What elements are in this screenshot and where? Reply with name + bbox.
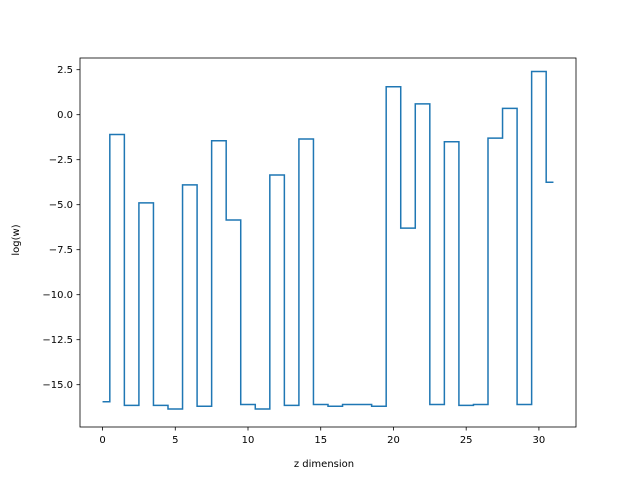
y-tick-label: 2.5 (57, 65, 73, 76)
plot-frame (79, 57, 577, 428)
x-tick-label: 30 (533, 435, 546, 446)
x-tick-label: 5 (172, 435, 178, 446)
y-tick-label: −7.5 (49, 245, 73, 256)
plot-area (79, 57, 577, 428)
x-axis: 0 5 10 15 20 25 30 (99, 427, 545, 446)
y-axis: 2.5 0.0 −2.5 −5.0 −7.5 −10.0 −12.5 −15.0 (42, 65, 80, 391)
y-tick-label: −15.0 (42, 380, 73, 391)
y-tick-label: −10.0 (42, 290, 73, 301)
series-line-0 (102, 70, 554, 410)
y-tick-label: −5.0 (49, 200, 73, 211)
y-tick-label: −12.5 (42, 335, 73, 346)
x-axis-label: z dimension (294, 459, 354, 470)
y-tick-label: −2.5 (49, 155, 73, 166)
x-tick-label: 20 (387, 435, 400, 446)
x-tick-label: 0 (99, 435, 105, 446)
x-tick-label: 25 (460, 435, 473, 446)
y-axis-label: log(w) (11, 224, 22, 255)
x-tick-label: 10 (242, 435, 255, 446)
y-tick-label: 0.0 (57, 110, 73, 121)
x-tick-label: 15 (314, 435, 327, 446)
